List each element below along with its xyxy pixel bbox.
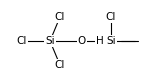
Text: Cl: Cl (55, 12, 65, 22)
Text: Cl: Cl (55, 60, 65, 70)
Text: Cl: Cl (17, 36, 27, 46)
Text: H: H (96, 36, 104, 46)
Text: O: O (78, 36, 86, 46)
Text: Cl: Cl (106, 12, 116, 22)
Text: Si: Si (45, 36, 55, 46)
Text: Si: Si (106, 36, 116, 46)
